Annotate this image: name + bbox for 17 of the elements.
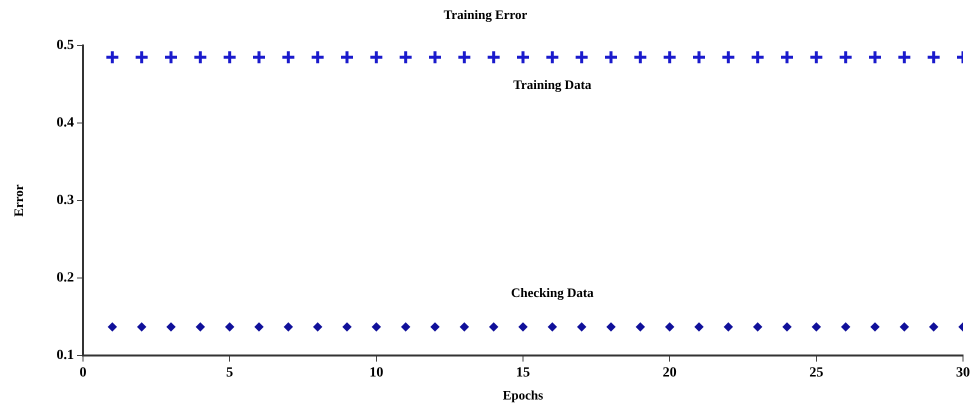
text: Checking Data xyxy=(510,284,594,300)
y-tick-label: 0.2 xyxy=(56,270,74,286)
x-tick-label: 20 xyxy=(662,366,677,381)
y-tick-label: 0.3 xyxy=(56,193,74,208)
x-tick-label: 5 xyxy=(226,366,234,381)
y-tick-label: 0.5 xyxy=(56,38,74,54)
x-tick-label: 30 xyxy=(956,366,970,381)
x-tick-label: 15 xyxy=(516,366,530,381)
y-tick-label: 0.4 xyxy=(56,116,74,131)
x-tick-label: 25 xyxy=(809,366,824,381)
y-axis-title: Error xyxy=(11,184,26,217)
x-axis-title: Epochs xyxy=(502,388,544,403)
series-label: Training Data xyxy=(513,77,592,92)
chart-title: Training Error xyxy=(444,7,528,22)
x-tick-label: 0 xyxy=(80,366,86,381)
x-tick-label: 10 xyxy=(369,366,384,381)
y-tick-label: 0.1 xyxy=(56,348,74,364)
